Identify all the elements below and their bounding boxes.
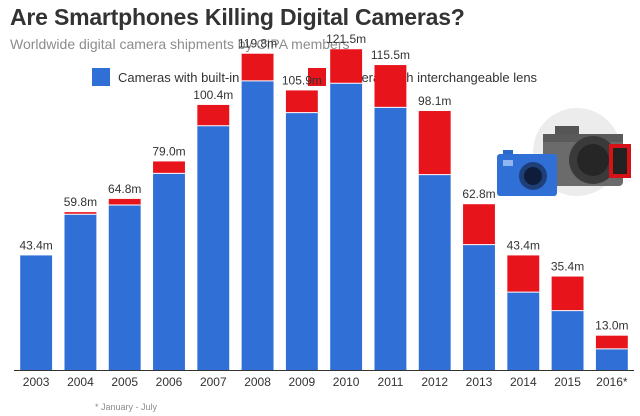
legend-swatch-interchangeable	[308, 68, 326, 86]
chart-subtitle: Worldwide digital camera shipments by CI…	[10, 36, 350, 52]
data-label-total: 59.8m	[64, 195, 97, 209]
x-tick-label: 2007	[200, 375, 227, 389]
data-label-total: 13.0m	[595, 319, 628, 333]
x-tick-label: 2004	[67, 375, 94, 389]
data-label-total: 121.5m	[326, 32, 366, 46]
bar-interchangeable-2012	[418, 111, 451, 175]
x-tick-label: 2008	[244, 375, 271, 389]
x-tick-label: 2016*	[596, 375, 628, 389]
bar-built-in-2015	[551, 310, 584, 370]
bar-interchangeable-2006	[153, 161, 185, 174]
bar-interchangeable-2011	[374, 65, 407, 108]
bar-interchangeable-2007	[197, 104, 230, 126]
footnote: * January - July	[95, 402, 158, 412]
data-label-total: 119.8m	[238, 37, 277, 51]
bar-built-in-2007	[197, 125, 230, 370]
cameras-illustration	[497, 108, 631, 196]
data-label-total: 105.9m	[282, 73, 322, 87]
bar-built-in-2012	[418, 174, 451, 370]
bar-interchangeable-2014	[507, 255, 540, 293]
compact-camera-icon	[497, 150, 557, 196]
data-label-total: 62.8m	[462, 187, 495, 201]
data-label-total: 98.1m	[418, 94, 451, 108]
x-tick-label: 2005	[111, 375, 138, 389]
bar-interchangeable-2010	[330, 49, 363, 84]
x-tick-label: 2012	[421, 375, 448, 389]
data-label-total: 64.8m	[108, 182, 141, 196]
data-label-total: 100.4m	[193, 88, 233, 102]
chart-title: Are Smartphones Killing Digital Cameras?	[10, 4, 465, 30]
data-label-total: 79.0m	[152, 144, 185, 158]
bar-built-in-2011	[374, 107, 407, 370]
bar-interchangeable-2013	[463, 204, 495, 245]
bar-built-in-2006	[153, 173, 185, 370]
data-label-total: 35.4m	[551, 260, 584, 274]
x-tick-label: 2013	[466, 375, 493, 389]
x-tick-label: 2006	[156, 375, 183, 389]
bar-built-in-2014	[507, 292, 540, 370]
x-tick-label: 2009	[289, 375, 316, 389]
bar-interchangeable-2005	[108, 198, 141, 205]
x-tick-label: 2015	[554, 375, 581, 389]
bar-interchangeable-2009	[285, 90, 318, 113]
bar-built-in-2008	[241, 80, 274, 371]
bar-built-in-2003	[20, 255, 53, 370]
bar-built-in-2010	[330, 83, 363, 371]
bar-interchangeable-2008	[241, 53, 274, 81]
bar-interchangeable-2015	[551, 276, 584, 311]
bar-interchangeable-2016	[595, 335, 628, 349]
bar-built-in-2016	[595, 348, 628, 370]
x-tick-label: 2010	[333, 375, 360, 389]
bar-interchangeable-2004	[64, 212, 97, 215]
legend-item-built-in: Cameras with built-in lens	[92, 68, 267, 86]
bar-built-in-2005	[108, 205, 141, 370]
dslr-camera-icon	[543, 126, 631, 186]
data-label-total: 43.4m	[507, 238, 540, 252]
legend-swatch-built-in	[92, 68, 110, 86]
x-tick-label: 2011	[378, 375, 404, 389]
data-label-total: 115.5m	[371, 48, 410, 62]
data-label-total: 43.4m	[19, 238, 52, 252]
legend-label-built-in: Cameras with built-in lens	[118, 69, 267, 85]
x-tick-label: 2003	[23, 375, 50, 389]
x-tick-label: 2014	[510, 375, 537, 389]
bar-built-in-2004	[64, 214, 97, 370]
bar-built-in-2013	[463, 244, 495, 370]
bar-built-in-2009	[285, 112, 318, 370]
